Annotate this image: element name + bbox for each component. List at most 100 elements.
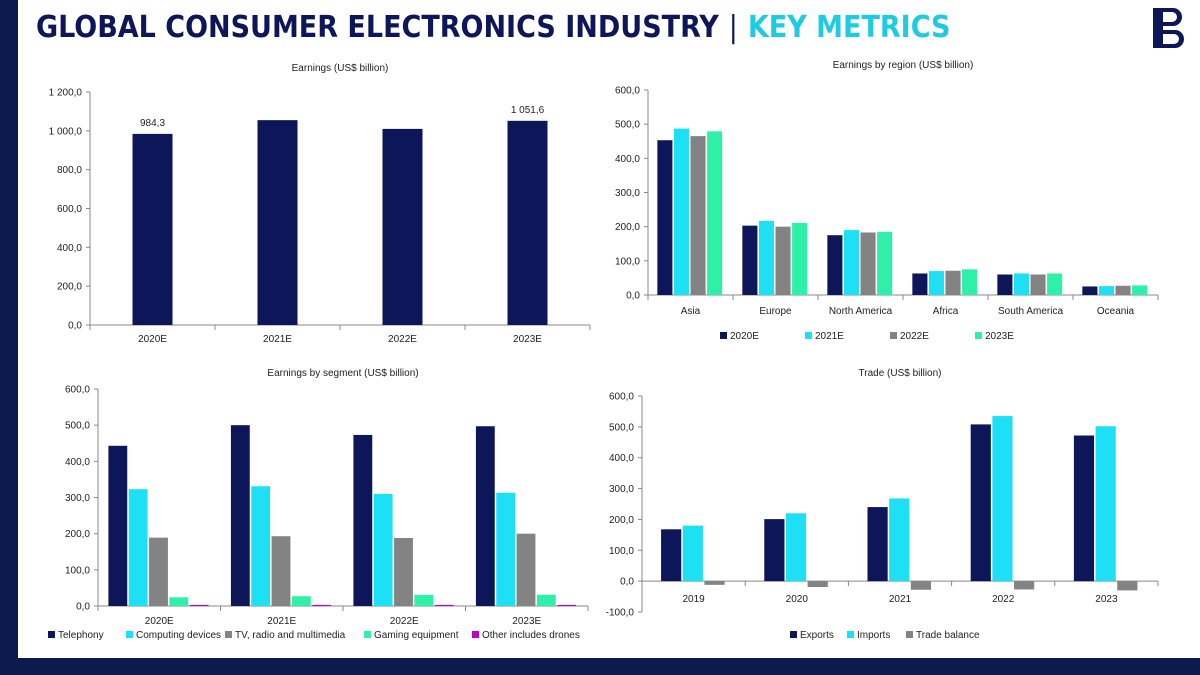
legend-label-tv-radio-and-multimedia: TV, radio and multimedia bbox=[235, 630, 346, 641]
bar-exports-2022 bbox=[970, 424, 991, 582]
bar-2023e-asia bbox=[707, 131, 723, 295]
y-tick-label: 400,0 bbox=[57, 243, 82, 254]
bar-tv-radio-and-multimedia-2023e bbox=[516, 533, 536, 606]
legend-swatch-other-includes-drones bbox=[472, 631, 479, 638]
x-category-label: 2023E bbox=[513, 334, 542, 345]
x-category-label: 2022E bbox=[388, 334, 417, 345]
legend-label-computing-devices: Computing devices bbox=[136, 630, 221, 641]
y-tick-label: 400,0 bbox=[615, 154, 640, 165]
bar-2022e-europe bbox=[775, 226, 791, 295]
x-category-label: 2019 bbox=[682, 594, 705, 605]
bar-telephony-2021e bbox=[230, 425, 250, 606]
legend-swatch-tv-radio-and-multimedia bbox=[225, 631, 232, 638]
legend-swatch-trade-balance bbox=[906, 631, 913, 638]
legend-label-2023e: 2023E bbox=[985, 331, 1014, 342]
bar-2022e-oceania bbox=[1115, 285, 1131, 295]
y-tick-label: 300,0 bbox=[615, 188, 640, 199]
bar-2023e-oceania bbox=[1132, 285, 1148, 295]
legend-label-other-includes-drones: Other includes drones bbox=[482, 630, 580, 641]
legend-swatch-telephony bbox=[48, 631, 55, 638]
title-main: GLOBAL CONSUMER ELECTRONICS INDUSTRY bbox=[36, 9, 719, 45]
y-tick-label: 400,0 bbox=[65, 457, 90, 468]
x-category-label: 2021 bbox=[889, 594, 912, 605]
bar-computing-devices-2021e bbox=[251, 486, 271, 606]
bar-2021e-europe bbox=[758, 220, 774, 295]
bar-earnings-2020e bbox=[132, 133, 173, 325]
legend-swatch-2020e bbox=[720, 332, 727, 339]
bar-2021e-africa bbox=[928, 271, 944, 295]
bar-2021e-asia bbox=[673, 128, 689, 295]
y-tick-label: 0,0 bbox=[76, 602, 90, 613]
earnings-by-segment-chart: Earnings by segment (US$ billion) 0,0 100,… bbox=[48, 368, 589, 641]
bar-telephony-2020e bbox=[108, 445, 128, 606]
earnings-by-region-chart: Earnings by region (US$ billion) 0,0 100,0… bbox=[615, 60, 1159, 342]
bar-tv-radio-and-multimedia-2021e bbox=[271, 536, 291, 606]
bar-2022e-asia bbox=[690, 136, 706, 295]
bar-2021e-oceania bbox=[1098, 286, 1114, 295]
legend-swatch-imports bbox=[847, 631, 854, 638]
bar-exports-2023 bbox=[1073, 435, 1095, 582]
bar-trade-balance-2019 bbox=[704, 581, 725, 585]
earnings-chart: Earnings (US$ billion) 0,0 200,0 400,0 600,0… bbox=[49, 63, 591, 345]
y-tick-label: 0,0 bbox=[620, 577, 634, 588]
bar-earnings-2021e bbox=[257, 120, 298, 325]
chart-title: Earnings (US$ billion) bbox=[292, 63, 389, 74]
bar-2020e-south-america bbox=[997, 274, 1013, 295]
bar-2021e-south-america bbox=[1013, 273, 1029, 295]
y-tick-label: 100,0 bbox=[615, 256, 640, 267]
x-category-label: North America bbox=[829, 306, 893, 317]
x-category-label: 2022 bbox=[992, 594, 1015, 605]
legend-swatch-2021e bbox=[805, 332, 812, 339]
bar-imports-2019 bbox=[682, 525, 703, 582]
y-tick-label: 600,0 bbox=[609, 392, 634, 403]
x-category-label: Asia bbox=[681, 306, 701, 317]
data-label: 984,3 bbox=[140, 118, 165, 129]
bar-gaming-equipment-2023e bbox=[536, 594, 556, 606]
y-tick-label: 500,0 bbox=[65, 421, 90, 432]
bar-2020e-africa bbox=[912, 273, 928, 295]
legend-label-2020e: 2020E bbox=[730, 331, 759, 342]
y-tick-label: 200,0 bbox=[609, 515, 634, 526]
chart-title: Earnings by region (US$ billion) bbox=[833, 60, 974, 71]
bar-2020e-europe bbox=[742, 225, 758, 295]
brand-b-logo-icon bbox=[1153, 8, 1184, 48]
bar-exports-2020 bbox=[764, 519, 785, 582]
y-tick-label: 1 000,0 bbox=[49, 126, 83, 137]
data-label: 1 051,6 bbox=[511, 105, 545, 116]
chart-title: Trade (US$ billion) bbox=[859, 368, 942, 379]
y-tick-label: 500,0 bbox=[609, 422, 634, 433]
bar-exports-2019 bbox=[661, 529, 682, 582]
y-tick-label: 200,0 bbox=[57, 282, 82, 293]
legend-swatch-exports bbox=[790, 631, 797, 638]
bar-gaming-equipment-2020e bbox=[169, 597, 189, 606]
bar-2023e-south-america bbox=[1047, 273, 1063, 295]
x-category-label: 2020E bbox=[145, 616, 174, 627]
x-category-label: 2020E bbox=[138, 334, 167, 345]
y-tick-label: 600,0 bbox=[65, 385, 90, 396]
y-tick-label: 600,0 bbox=[615, 86, 640, 97]
bar-trade-balance-2022 bbox=[1014, 581, 1035, 590]
bar-imports-2021 bbox=[889, 498, 910, 582]
y-tick-label: 0,0 bbox=[626, 291, 640, 302]
legend-label-telephony: Telephony bbox=[58, 630, 104, 641]
bar-imports-2020 bbox=[785, 513, 807, 582]
y-tick-label: 300,0 bbox=[609, 484, 634, 495]
bar-2020e-oceania bbox=[1082, 286, 1098, 295]
legend-swatch-computing-devices bbox=[126, 631, 133, 638]
x-category-label: 2023 bbox=[1095, 594, 1118, 605]
bar-2022e-africa bbox=[945, 270, 961, 295]
bar-imports-2023 bbox=[1095, 426, 1116, 582]
legend-label-2021e: 2021E bbox=[815, 331, 844, 342]
y-tick-label: 800,0 bbox=[57, 165, 82, 176]
bar-telephony-2023e bbox=[475, 426, 495, 606]
bar-other-includes-drones-2020e bbox=[189, 604, 209, 606]
x-category-label: 2021E bbox=[263, 334, 292, 345]
legend-swatch-gaming-equipment bbox=[364, 631, 371, 638]
legend-label-gaming-equipment: Gaming equipment bbox=[374, 630, 459, 641]
bar-2022e-north-america bbox=[860, 232, 876, 295]
title-separator: | bbox=[728, 9, 738, 45]
x-category-label: Europe bbox=[759, 306, 792, 317]
bar-computing-devices-2020e bbox=[128, 489, 148, 606]
bar-exports-2021 bbox=[867, 507, 888, 582]
